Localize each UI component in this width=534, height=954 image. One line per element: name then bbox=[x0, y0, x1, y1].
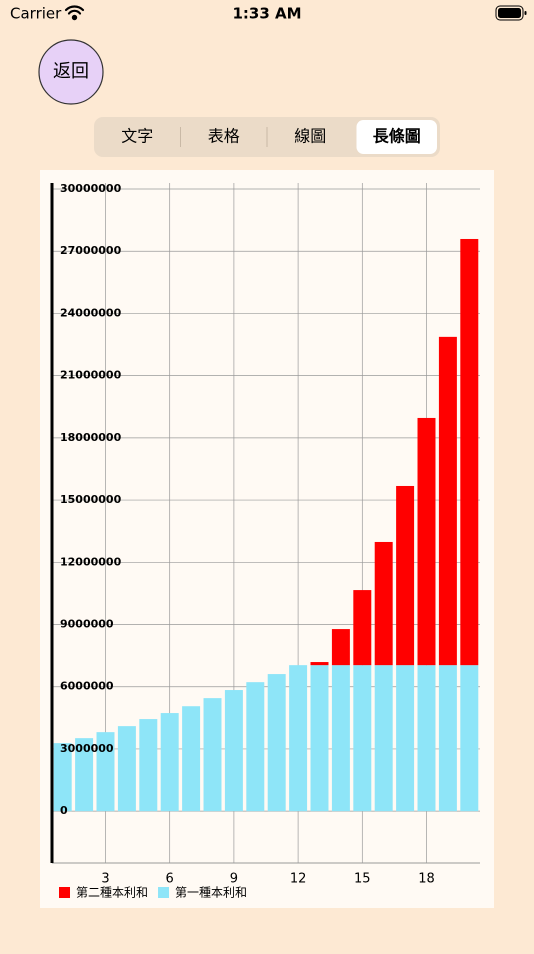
bar bbox=[331, 665, 350, 812]
x-tick-label: 3 bbox=[101, 872, 109, 887]
bar bbox=[417, 665, 436, 812]
legend-swatch bbox=[59, 887, 70, 898]
y-tick-label: 3000000 bbox=[60, 742, 114, 755]
bar bbox=[96, 732, 115, 812]
bar bbox=[353, 590, 372, 666]
bar bbox=[460, 665, 479, 812]
bar bbox=[139, 719, 158, 812]
x-tick-label: 18 bbox=[418, 872, 435, 887]
bar bbox=[117, 726, 136, 812]
bar bbox=[224, 690, 243, 812]
y-tick-label: 9000000 bbox=[60, 618, 114, 631]
bar bbox=[331, 629, 350, 666]
bar bbox=[374, 541, 393, 666]
y-tick-label: 18000000 bbox=[60, 431, 122, 444]
y-tick-label: 12000000 bbox=[60, 555, 122, 568]
back-button[interactable]: 返回 bbox=[38, 39, 104, 105]
chart: 0 3000000 6000000 9000000 12000000 15000000 18… bbox=[50, 182, 480, 900]
legend-label: 第二種本利和 bbox=[76, 886, 148, 900]
bar bbox=[353, 665, 372, 812]
back-label[interactable]: 返回 bbox=[53, 61, 89, 82]
bar bbox=[289, 665, 308, 812]
bar bbox=[460, 238, 479, 666]
battery-icon bbox=[495, 5, 527, 21]
bar bbox=[160, 713, 179, 812]
x-tick-label: 12 bbox=[290, 872, 307, 887]
bar bbox=[182, 706, 201, 812]
tab-label[interactable]: 表格 bbox=[208, 127, 240, 146]
segmented-control: 文字 表格 線圖 長條圖 bbox=[94, 117, 440, 157]
tab-label[interactable]: 線圖 bbox=[294, 127, 326, 146]
y-tick-label: 27000000 bbox=[60, 244, 122, 257]
y-tick-label: 30000000 bbox=[60, 182, 122, 195]
tab-label[interactable]: 文字 bbox=[121, 127, 153, 146]
wifi-icon bbox=[64, 5, 85, 21]
bar bbox=[203, 698, 222, 812]
time: 1:33 AM bbox=[232, 5, 301, 23]
y-tick-label: 15000000 bbox=[60, 493, 122, 506]
bar bbox=[267, 674, 286, 812]
y-tick-label: 24000000 bbox=[60, 306, 122, 319]
bar bbox=[417, 417, 436, 666]
bar bbox=[374, 665, 393, 812]
bar bbox=[438, 665, 457, 812]
bar bbox=[310, 662, 329, 666]
x-tick-label: 15 bbox=[354, 872, 371, 887]
y-tick-label: 0 bbox=[60, 804, 68, 817]
bar bbox=[396, 665, 415, 812]
y-tick-label: 6000000 bbox=[60, 680, 114, 693]
bar bbox=[53, 743, 72, 812]
bar bbox=[246, 682, 265, 812]
x-tick-label: 6 bbox=[166, 872, 174, 887]
y-tick-label: 21000000 bbox=[60, 369, 122, 382]
carrier: Carrier bbox=[10, 5, 62, 23]
bar bbox=[75, 738, 94, 812]
selected-tab[interactable] bbox=[356, 120, 438, 154]
bar bbox=[438, 336, 457, 666]
bar bbox=[310, 665, 329, 812]
bar bbox=[396, 485, 415, 666]
legend-label: 第一種本利和 bbox=[175, 886, 247, 900]
legend-swatch bbox=[158, 887, 170, 898]
x-tick-label: 9 bbox=[230, 872, 238, 887]
tab-label[interactable]: 長條圖 bbox=[373, 127, 421, 146]
